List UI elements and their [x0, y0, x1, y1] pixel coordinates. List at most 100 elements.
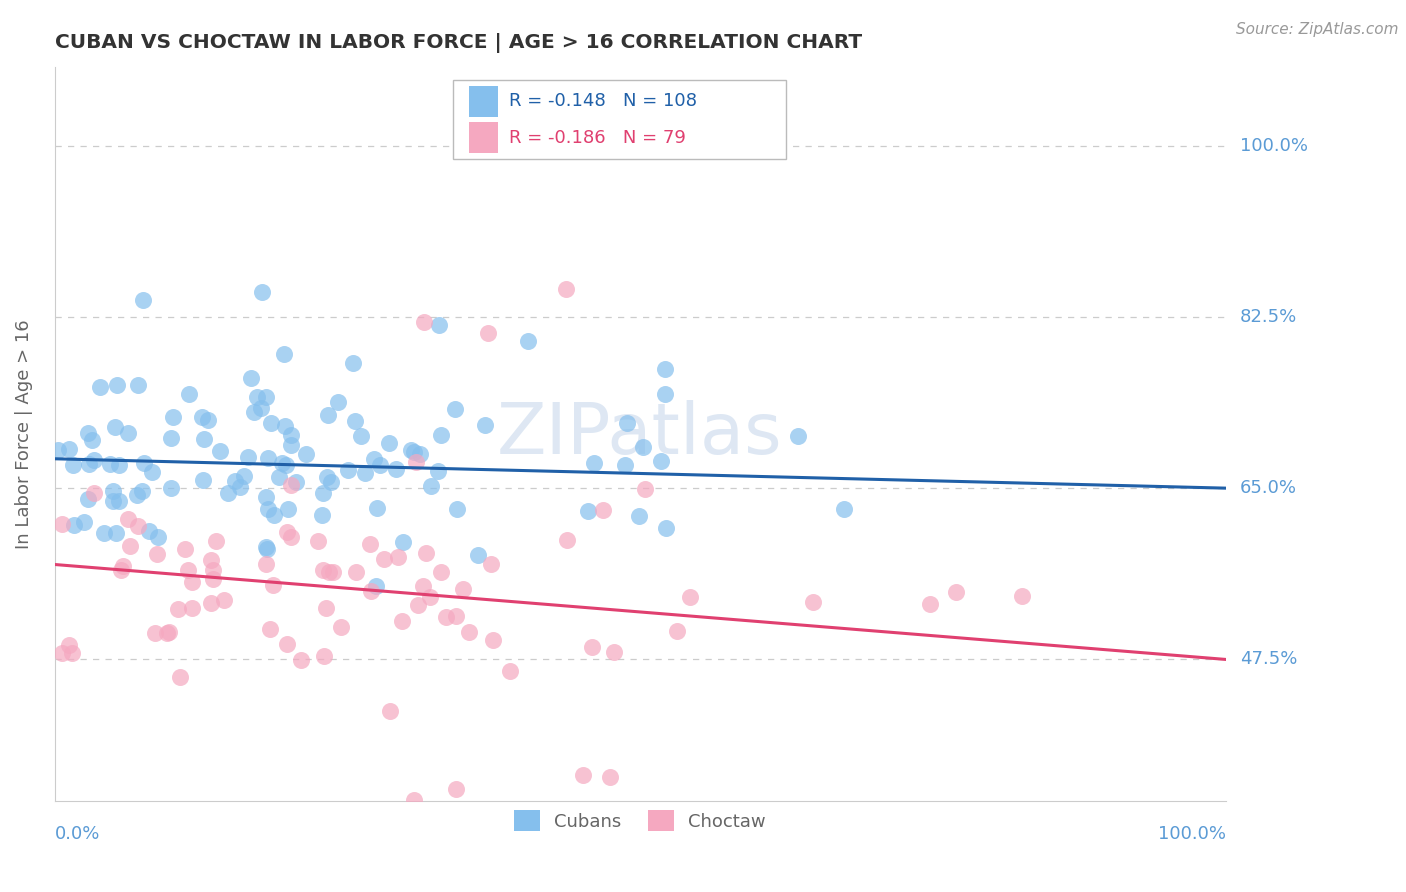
Point — [405, 455, 427, 469]
Point — [205, 533, 228, 548]
Text: Source: ZipAtlas.com: Source: ZipAtlas.com — [1236, 22, 1399, 37]
Point — [273, 347, 295, 361]
Point — [344, 414, 367, 428]
Point — [62, 458, 84, 472]
Point — [46, 443, 69, 458]
Point — [434, 610, 457, 624]
Point — [945, 584, 967, 599]
Point — [285, 475, 308, 489]
Point — [679, 590, 702, 604]
Point — [103, 484, 125, 499]
Point — [131, 484, 153, 499]
Text: 82.5%: 82.5% — [1240, 308, 1296, 326]
Point — [191, 410, 214, 425]
Point — [269, 470, 291, 484]
Point — [256, 502, 278, 516]
Point — [117, 425, 139, 440]
Point — [294, 447, 316, 461]
Point — [446, 781, 468, 796]
Point — [342, 356, 364, 370]
Point — [368, 458, 391, 472]
Point — [318, 565, 340, 579]
Point — [650, 454, 672, 468]
Point — [409, 447, 432, 461]
Point — [481, 633, 503, 648]
Point — [76, 492, 98, 507]
Point — [572, 768, 595, 782]
Point — [105, 525, 128, 540]
Point — [430, 566, 453, 580]
FancyBboxPatch shape — [470, 122, 498, 153]
Point — [200, 553, 222, 567]
Point — [451, 582, 474, 597]
Point — [443, 402, 465, 417]
Point — [458, 624, 481, 639]
Point — [143, 626, 166, 640]
Point — [80, 433, 103, 447]
Point — [229, 480, 252, 494]
Y-axis label: In Labor Force | Age > 16: In Labor Force | Age > 16 — [15, 319, 32, 549]
Point — [200, 596, 222, 610]
Point — [254, 491, 277, 505]
Point — [108, 458, 131, 473]
Point — [603, 645, 626, 659]
Point — [83, 486, 105, 500]
Point — [238, 450, 260, 464]
Point — [474, 418, 496, 433]
Point — [633, 440, 655, 454]
Point — [290, 653, 312, 667]
Text: CUBAN VS CHOCTAW IN LABOR FORCE | AGE > 16 CORRELATION CHART: CUBAN VS CHOCTAW IN LABOR FORCE | AGE > … — [55, 33, 862, 53]
Point — [180, 575, 202, 590]
Point — [77, 457, 100, 471]
Point — [378, 436, 401, 450]
Point — [581, 640, 603, 654]
Point — [105, 378, 128, 392]
Point — [315, 601, 337, 615]
Point — [127, 518, 149, 533]
Point — [242, 405, 264, 419]
Point — [477, 326, 499, 341]
Point — [399, 443, 422, 458]
Text: R = -0.148   N = 108: R = -0.148 N = 108 — [509, 92, 697, 111]
Point — [322, 566, 344, 580]
Text: 100.0%: 100.0% — [1157, 825, 1226, 843]
Point — [366, 579, 388, 593]
Point — [181, 601, 204, 615]
Point — [427, 318, 450, 332]
Point — [444, 609, 467, 624]
Point — [257, 451, 280, 466]
Point — [156, 625, 179, 640]
Point — [60, 646, 83, 660]
Point — [360, 584, 382, 599]
Point — [366, 501, 388, 516]
Point — [177, 386, 200, 401]
Point — [110, 563, 132, 577]
Point — [918, 597, 941, 611]
Point — [555, 282, 578, 296]
Point — [280, 478, 302, 492]
Point — [316, 409, 339, 423]
Text: 0.0%: 0.0% — [55, 825, 100, 843]
Text: ZIPatlas: ZIPatlas — [498, 400, 783, 469]
Point — [446, 502, 468, 516]
Point — [427, 464, 450, 478]
Point — [89, 379, 111, 393]
Point — [1011, 589, 1033, 603]
Point — [392, 535, 415, 549]
Point — [240, 371, 263, 385]
Point — [330, 620, 353, 634]
Point — [256, 390, 278, 404]
Point — [654, 361, 676, 376]
Point — [260, 416, 283, 430]
Point — [263, 508, 285, 522]
Point — [104, 420, 127, 434]
Point — [420, 479, 443, 493]
Point — [259, 623, 281, 637]
Point — [576, 504, 599, 518]
Point — [359, 536, 381, 550]
Point — [127, 377, 149, 392]
Point — [276, 637, 298, 651]
Point — [262, 577, 284, 591]
Point — [73, 515, 96, 529]
Point — [665, 624, 688, 639]
